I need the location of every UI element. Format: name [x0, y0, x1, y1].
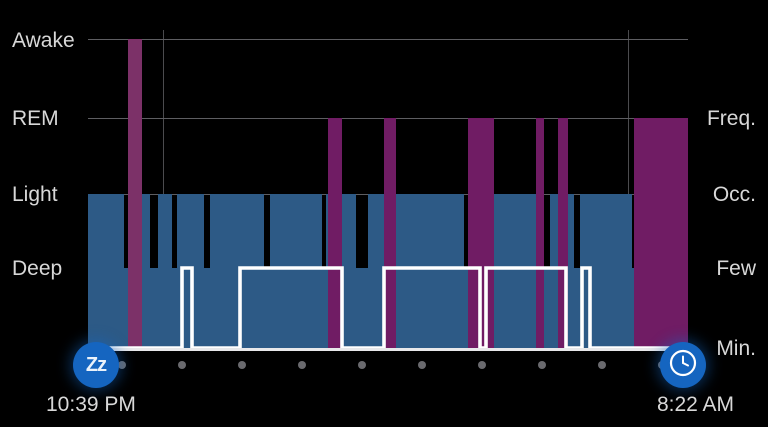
wake-time-badge[interactable]	[660, 342, 706, 388]
restless-bar	[128, 39, 142, 348]
y-axis-right-label-few: Few	[716, 257, 756, 280]
y-axis-right-label-freq: Freq.	[706, 107, 756, 130]
restless-bar	[634, 118, 688, 348]
x-axis-tick-dot	[478, 361, 486, 369]
sleep-depth-bar	[150, 268, 158, 348]
y-axis-left-label-deep: Deep	[12, 257, 63, 280]
sleep-depth-bar	[574, 268, 580, 348]
sleep-depth-bar	[270, 194, 322, 348]
sleep-depth-bar	[322, 268, 326, 348]
sleep-start-time: 10:39 PM	[46, 393, 136, 416]
restless-bar	[328, 118, 342, 348]
x-axis-tick-dot	[598, 361, 606, 369]
vertical-gridline-0	[163, 30, 164, 348]
x-axis-tick-dot	[358, 361, 366, 369]
y-axis-right-label-min: Min.	[716, 337, 756, 360]
movement-polyline	[88, 266, 688, 350]
x-axis-tick-dot	[238, 361, 246, 369]
sleep-depth-bar	[264, 268, 270, 348]
y-axis-left-label-rem: REM	[12, 107, 59, 130]
zz-sleep-icon: Zz	[85, 354, 107, 376]
y-axis-left-label-light: Light	[12, 183, 58, 206]
x-axis-tick-dot	[298, 361, 306, 369]
sleep-depth-bar	[210, 194, 264, 348]
restless-bar	[558, 118, 568, 348]
alarm-clock-icon	[668, 348, 698, 383]
wake-time: 8:22 AM	[656, 393, 734, 416]
x-axis-tick-dot	[418, 361, 426, 369]
gridline-0	[88, 39, 688, 40]
sleep-depth-bar	[88, 194, 124, 348]
sleep-depth-bar	[356, 268, 368, 348]
x-axis-baseline	[88, 348, 688, 351]
y-axis-left-label-awake: Awake	[12, 29, 75, 52]
vertical-gridline-1	[628, 30, 629, 348]
y-axis-right-label-occ: Occ.	[712, 183, 756, 206]
movement-step-line	[88, 266, 688, 350]
x-axis-tick-dot	[118, 361, 126, 369]
sleep-start-badge[interactable]: Zz	[73, 342, 119, 388]
restless-bar	[384, 118, 396, 348]
sleep-depth-bar	[204, 268, 210, 348]
sleep-depth-bar	[158, 194, 172, 348]
sleep-depth-bar	[172, 268, 177, 348]
x-axis-tick-dot	[538, 361, 546, 369]
x-axis-tick-dot	[178, 361, 186, 369]
restless-bar	[536, 118, 544, 348]
sleep-graph-plot[interactable]	[88, 30, 688, 360]
sleep-depth-bar	[544, 268, 550, 348]
